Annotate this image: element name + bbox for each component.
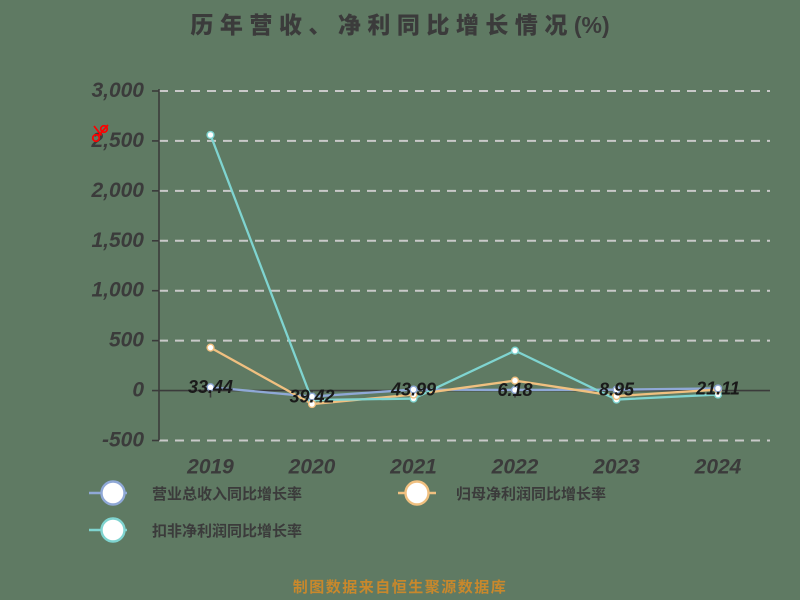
svg-text:2023: 2023 (592, 456, 640, 479)
svg-text:2021: 2021 (389, 456, 437, 479)
svg-text:1,500: 1,500 (91, 229, 144, 252)
svg-text:制图数据来自恒生聚源数据库: 制图数据来自恒生聚源数据库 (293, 578, 508, 596)
svg-text:3,000: 3,000 (91, 79, 144, 102)
svg-text:2,000: 2,000 (90, 179, 144, 202)
svg-text:2020: 2020 (288, 456, 336, 479)
svg-text:43.99: 43.99 (390, 380, 436, 400)
svg-text:0: 0 (132, 379, 144, 402)
svg-text:扣非净利润同比增长率: 扣非净利润同比增长率 (152, 522, 302, 540)
svg-text:33.44: 33.44 (188, 377, 233, 397)
svg-text:归母净利润同比增长率: 归母净利润同比增长率 (456, 485, 606, 503)
svg-text:8.95: 8.95 (599, 380, 635, 400)
svg-text:500: 500 (109, 329, 144, 352)
svg-text:1,000: 1,000 (91, 279, 144, 302)
svg-text:6.18: 6.18 (497, 380, 532, 400)
svg-text:-500: -500 (102, 429, 144, 452)
svg-text:39.42: 39.42 (289, 387, 334, 407)
svg-text:21.11: 21.11 (695, 378, 740, 398)
svg-text:2019: 2019 (186, 456, 234, 479)
svg-text:营业总收入同比增长率: 营业总收入同比增长率 (152, 485, 302, 503)
svg-text:2024: 2024 (694, 456, 742, 479)
svg-text:2022: 2022 (491, 456, 539, 479)
